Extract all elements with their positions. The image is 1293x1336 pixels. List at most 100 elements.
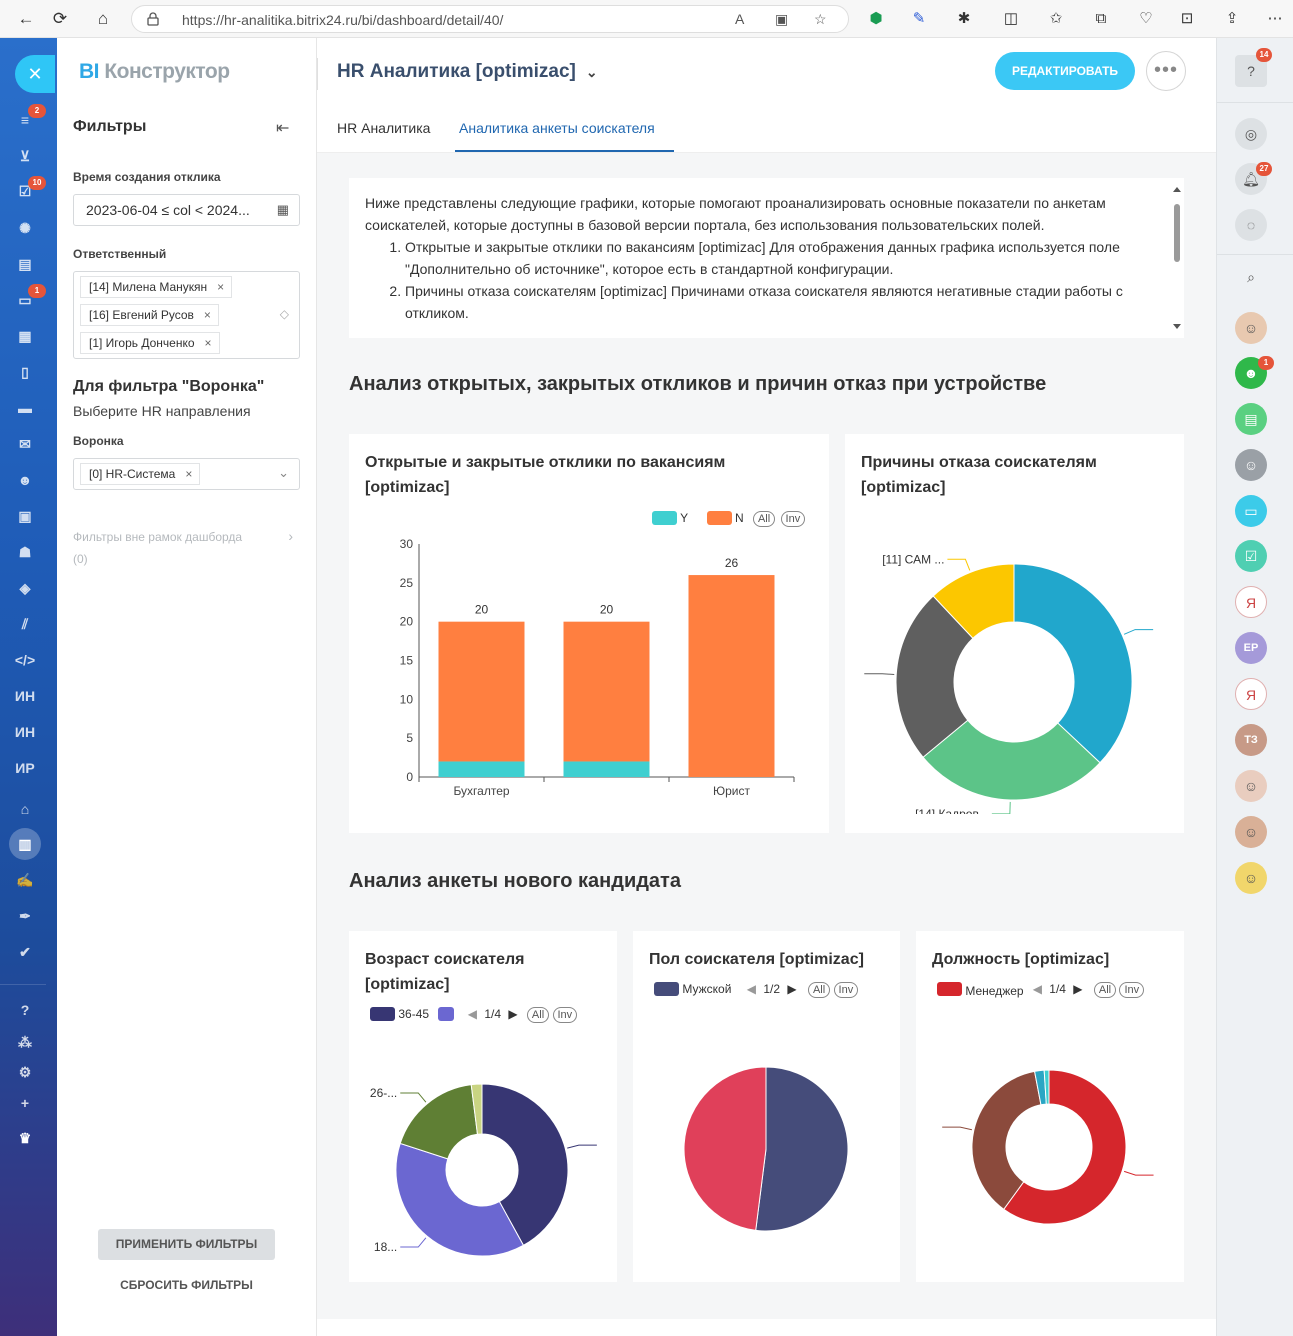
remove-tag-icon[interactable]: × (203, 308, 211, 322)
legend-swatch[interactable] (654, 982, 679, 996)
home-icon[interactable]: ⌂ (97, 9, 109, 28)
crm-icon[interactable]: ✺ (19, 220, 31, 236)
bell-icon[interactable]: 🔔︎ (1235, 163, 1267, 195)
cart-icon[interactable]: ⊻ (19, 148, 31, 164)
calendar-icon[interactable]: ▦ (18, 328, 32, 344)
favorites-icon[interactable]: ✩ (1049, 10, 1063, 27)
legend-swatch[interactable] (706, 511, 732, 525)
back-icon[interactable]: ← (17, 9, 35, 28)
sites-icon[interactable]: ⫽ (21, 616, 29, 632)
nav-item-2[interactable]: ИН (14, 724, 36, 740)
performance-icon[interactable]: ♡ (1139, 10, 1153, 27)
legend-prev-icon[interactable]: ◀ (746, 982, 756, 996)
favorite-icon[interactable]: ☆ (814, 11, 827, 27)
box-icon[interactable]: ◈ (19, 580, 31, 596)
outside-filters-link[interactable]: Фильтры вне рамок дашборда (0) › (73, 528, 293, 566)
screenshot-icon[interactable]: ⊡ (1180, 10, 1194, 27)
legend-swatch[interactable] (652, 511, 677, 525)
sitemap-icon[interactable]: ⁂ (18, 1034, 32, 1050)
help-icon[interactable]: ? (20, 1002, 30, 1018)
extension-pen-icon[interactable]: ✎ (912, 10, 926, 27)
legend-swatch[interactable] (370, 1007, 395, 1021)
legend-all-button[interactable]: All (807, 982, 831, 998)
legend-next-icon[interactable]: ▶ (787, 982, 797, 996)
groups-icon[interactable]: ☻ (17, 472, 33, 488)
time-filter-input[interactable]: 2023-06-04 ≤ col < 2024... ▦ (73, 194, 300, 226)
collapse-panel-icon[interactable]: ⇤ (276, 120, 290, 137)
avatar[interactable]: ☺ (1235, 312, 1267, 344)
add-icon[interactable]: + (20, 1095, 30, 1111)
legend-prev-icon[interactable]: ◀ (467, 1007, 477, 1021)
bi-logo[interactable]: BI Конструктор (79, 60, 230, 84)
mail-icon[interactable]: ✉ (19, 436, 31, 452)
bank-icon[interactable]: ⌂ (20, 801, 30, 817)
legend-all-button[interactable]: All (1093, 982, 1117, 998)
avatar[interactable]: ☺ (1235, 449, 1267, 481)
responsible-select[interactable]: [14] Милена Манукян × [16] Евгений Русов ×… (73, 271, 300, 359)
avatar-initials[interactable]: ТЗ (1235, 724, 1267, 756)
avatar-initials[interactable]: ЕР (1235, 632, 1267, 664)
check-circle-icon[interactable]: ✔ (19, 944, 31, 960)
tab-candidate-analytics[interactable]: Аналитика анкеты соискателя (459, 120, 655, 136)
remove-tag-icon[interactable]: × (217, 280, 225, 294)
target-icon[interactable]: ◎ (1235, 118, 1267, 150)
more-button[interactable]: ••• (1146, 51, 1186, 91)
messages-icon[interactable]: ◌ (1235, 209, 1267, 241)
avatar[interactable]: ☺ (1235, 770, 1267, 802)
reset-filters-button[interactable]: СБРОСИТЬ ФИЛЬТРЫ (120, 1278, 253, 1292)
legend-next-icon[interactable]: ▶ (1073, 982, 1083, 996)
legend-all-button[interactable]: All (752, 511, 776, 527)
chat-icon[interactable]: ▭ (18, 292, 32, 308)
documents-icon[interactable]: ▯ (21, 364, 29, 380)
legend-swatch[interactable] (937, 982, 962, 996)
bi-analytics-icon[interactable]: ▥ (18, 836, 32, 852)
robot-icon[interactable]: ☗ (18, 544, 32, 560)
app-icon[interactable]: ▣ (775, 11, 789, 27)
dashboard-title[interactable]: HR Аналитика [optimizac] ⌄ (337, 61, 598, 83)
task-chat-icon[interactable]: ☑ (1235, 540, 1267, 572)
tasks-icon[interactable]: ☑ (18, 183, 32, 199)
extension-shield-icon[interactable]: ⬢ (869, 10, 883, 27)
crown-icon[interactable]: ♛ (18, 1130, 32, 1146)
legend-inv-button[interactable]: Inv (1119, 982, 1145, 998)
search-icon[interactable]: ⌕ (1247, 269, 1255, 285)
close-icon[interactable]: ✕ (15, 55, 55, 93)
nav-item-1[interactable]: ИН (14, 688, 36, 704)
avatar[interactable]: Я (1235, 586, 1267, 618)
edit-list-icon[interactable]: ✍ (16, 872, 34, 888)
chevron-down-icon[interactable]: ⌄ (278, 465, 289, 480)
legend-swatch[interactable] (438, 1007, 455, 1021)
tab-hr-analytics[interactable]: HR Аналитика (337, 120, 431, 136)
avatar[interactable]: ☺ (1235, 862, 1267, 894)
drive-icon[interactable]: ▬ (18, 400, 32, 416)
split-screen-icon[interactable]: ◫ (1003, 10, 1019, 27)
funnel-select[interactable]: [0] HR-Система × ⌄ (73, 458, 300, 490)
filter-icon[interactable]: ≡ (20, 112, 30, 128)
extensions-icon[interactable]: ✱ (957, 10, 971, 27)
doc-chat-icon[interactable]: ▤ (1235, 403, 1267, 435)
remove-tag-icon[interactable]: × (204, 336, 212, 350)
legend-inv-button[interactable]: Inv (780, 511, 806, 527)
remove-tag-icon[interactable]: × (185, 467, 193, 481)
avatar[interactable]: Я (1235, 678, 1267, 710)
legend-all-button[interactable]: All (526, 1007, 550, 1023)
contacts-icon[interactable]: ▣ (18, 508, 32, 524)
signature-icon[interactable]: ✒ (19, 908, 31, 924)
address-bar[interactable]: https://hr-analitika.bitrix24.ru/bi/dash… (131, 5, 849, 33)
group-chat-icon[interactable]: ☻ (1235, 357, 1267, 389)
share-icon[interactable]: ⇪ (1225, 10, 1239, 27)
message-chat-icon[interactable]: ▭ (1235, 495, 1267, 527)
chevron-down-icon[interactable]: ◇ (279, 307, 289, 321)
legend-inv-button[interactable]: Inv (552, 1007, 578, 1023)
menu-icon[interactable]: ⋯ (1267, 10, 1283, 27)
refresh-icon[interactable]: ⟳ (52, 9, 68, 28)
settings-icon[interactable]: ⚙ (18, 1064, 32, 1080)
nav-item-3[interactable]: ИР (15, 760, 35, 776)
legend-prev-icon[interactable]: ◀ (1032, 982, 1042, 996)
legend-next-icon[interactable]: ▶ (508, 1007, 518, 1021)
collections-icon[interactable]: ⧉ (1095, 10, 1107, 27)
edit-button[interactable]: РЕДАКТИРОВАТЬ (995, 52, 1135, 90)
feed-icon[interactable]: ▤ (18, 256, 32, 272)
read-aloud-icon[interactable]: A (735, 11, 745, 27)
code-icon[interactable]: </> (14, 652, 36, 668)
